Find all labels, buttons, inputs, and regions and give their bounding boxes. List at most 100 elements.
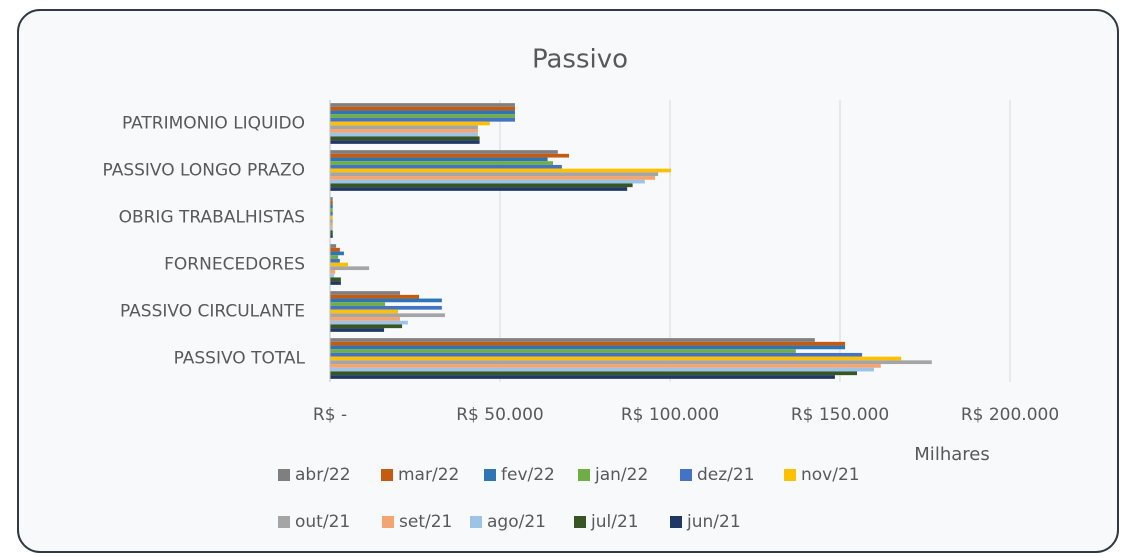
bar bbox=[330, 106, 515, 111]
bar bbox=[330, 234, 333, 238]
legend-swatch bbox=[484, 469, 496, 481]
legend-label: abr/22 bbox=[295, 465, 351, 485]
bar bbox=[330, 371, 857, 376]
legend-label: dez/21 bbox=[697, 465, 755, 485]
y-tick-label: PASSIVO LONGO PRAZO bbox=[103, 161, 305, 181]
legend-swatch bbox=[278, 516, 290, 528]
bar bbox=[330, 313, 445, 318]
bar bbox=[330, 277, 341, 282]
legend-label: jan/22 bbox=[594, 465, 648, 485]
bar bbox=[330, 125, 478, 130]
bar bbox=[330, 338, 815, 342]
y-tick-label: OBRIG TRABALHISTAS bbox=[119, 208, 305, 228]
bar bbox=[330, 356, 902, 361]
bar bbox=[330, 183, 633, 188]
bar bbox=[330, 176, 656, 180]
legend-label: mar/22 bbox=[398, 465, 459, 485]
bar bbox=[330, 364, 881, 368]
bar bbox=[330, 341, 846, 346]
bar bbox=[330, 230, 333, 235]
x-axis-title: Milhares bbox=[914, 444, 989, 465]
bar bbox=[330, 200, 333, 205]
bar bbox=[330, 328, 385, 332]
bar bbox=[330, 117, 515, 122]
bar bbox=[330, 172, 659, 177]
bar bbox=[330, 247, 340, 252]
bar bbox=[330, 197, 333, 201]
bar bbox=[330, 211, 333, 216]
card bbox=[17, 9, 1119, 553]
bar bbox=[330, 367, 874, 372]
legend-swatch bbox=[470, 516, 482, 528]
legend-label: jun/21 bbox=[686, 512, 741, 532]
bar bbox=[330, 324, 403, 329]
bar bbox=[330, 360, 932, 365]
bar bbox=[330, 305, 442, 310]
bar bbox=[330, 223, 333, 227]
bar bbox=[330, 291, 401, 295]
y-tick-label: PATRIMONIO LIQUIDO bbox=[122, 114, 305, 134]
x-tick-label: R$ 50.000 bbox=[456, 405, 544, 425]
legend-swatch bbox=[578, 469, 590, 481]
legend-label: out/21 bbox=[295, 512, 350, 532]
bar bbox=[330, 345, 846, 350]
bar bbox=[330, 270, 336, 274]
bar bbox=[330, 251, 344, 256]
bar bbox=[330, 157, 548, 162]
legend-swatch bbox=[670, 516, 682, 528]
bar bbox=[330, 294, 420, 299]
bar bbox=[330, 136, 480, 141]
bar bbox=[330, 208, 333, 212]
bar bbox=[330, 255, 339, 259]
bar bbox=[330, 317, 401, 321]
bar bbox=[330, 244, 337, 248]
bar bbox=[330, 349, 796, 353]
y-tick-label: FORNECEDORES bbox=[164, 255, 305, 275]
bar bbox=[330, 153, 570, 158]
bar bbox=[330, 121, 490, 126]
legend-swatch bbox=[784, 469, 796, 481]
bar bbox=[330, 168, 672, 173]
legend-swatch bbox=[382, 516, 394, 528]
x-tick-label: R$ 150.000 bbox=[791, 405, 889, 425]
bar bbox=[330, 150, 558, 154]
bar bbox=[330, 161, 554, 165]
legend-swatch bbox=[381, 469, 393, 481]
bar bbox=[330, 226, 333, 231]
bar bbox=[330, 375, 835, 379]
bar bbox=[330, 103, 515, 107]
y-tick-label: PASSIVO CIRCULANTE bbox=[120, 302, 305, 322]
bar bbox=[330, 273, 335, 278]
bar bbox=[330, 132, 478, 137]
bar bbox=[330, 140, 480, 144]
bar bbox=[330, 215, 333, 220]
legend-label: set/21 bbox=[399, 512, 452, 532]
y-tick-label: PASSIVO TOTAL bbox=[174, 349, 306, 369]
bar bbox=[330, 114, 515, 118]
bar bbox=[330, 302, 386, 306]
bar bbox=[330, 204, 333, 209]
bar bbox=[330, 179, 645, 184]
bar bbox=[330, 164, 562, 169]
bar bbox=[330, 110, 515, 115]
x-tick-label: R$ - bbox=[313, 405, 347, 425]
bar bbox=[330, 129, 478, 133]
chart-title: Passivo bbox=[532, 45, 628, 75]
bar bbox=[330, 266, 370, 271]
x-tick-label: R$ 200.000 bbox=[961, 405, 1059, 425]
legend-swatch bbox=[574, 516, 586, 528]
bar bbox=[330, 219, 333, 224]
legend-label: fev/22 bbox=[501, 465, 555, 485]
bar bbox=[330, 281, 341, 285]
legend-swatch bbox=[278, 469, 290, 481]
bar bbox=[330, 309, 398, 314]
bar bbox=[330, 320, 408, 325]
legend-swatch bbox=[680, 469, 692, 481]
bar bbox=[330, 187, 628, 191]
legend-label: ago/21 bbox=[487, 512, 546, 532]
bar bbox=[330, 262, 349, 267]
legend-label: nov/21 bbox=[801, 465, 860, 485]
bar bbox=[330, 298, 442, 303]
legend-label: jul/21 bbox=[590, 512, 639, 532]
